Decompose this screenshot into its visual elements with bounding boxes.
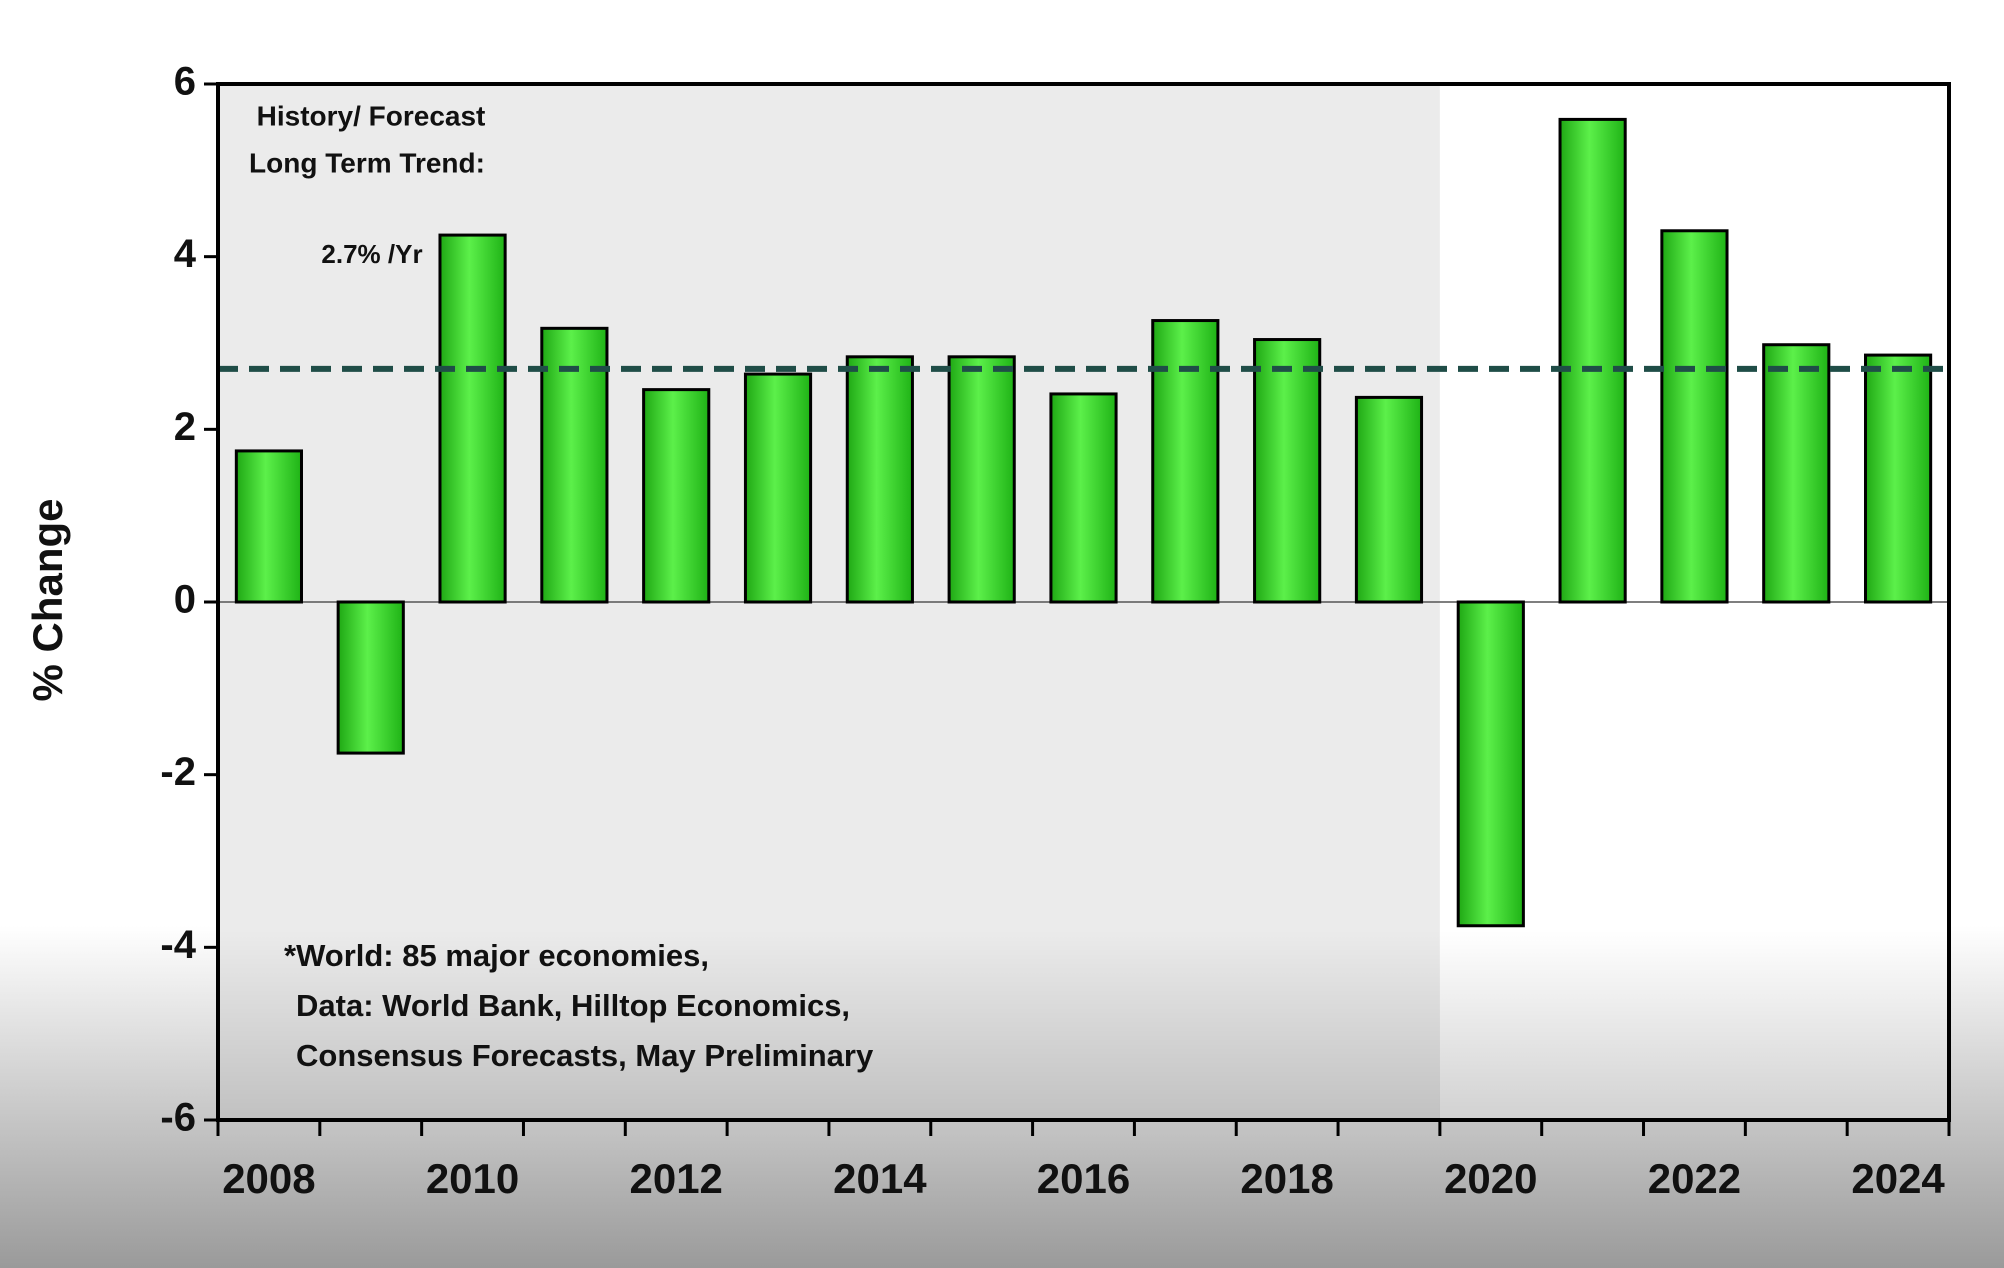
- footnote: Data: World Bank, Hilltop Economics,: [296, 988, 850, 1023]
- bar: [1762, 343, 1831, 604]
- bar: [438, 233, 507, 604]
- bar: [540, 326, 609, 604]
- x-tick-label: 2024: [1851, 1155, 1945, 1202]
- x-tick-label: 2022: [1648, 1155, 1741, 1202]
- bar: [1864, 353, 1933, 604]
- y-tick-label: -4: [160, 923, 196, 967]
- y-tick-label: 0: [174, 578, 196, 622]
- y-tick-label: -6: [160, 1096, 196, 1140]
- y-axis-label: % Change: [24, 498, 71, 701]
- bar: [743, 372, 813, 604]
- x-tick-label: 2008: [222, 1155, 315, 1202]
- bar: [1049, 392, 1118, 604]
- y-tick-label: 4: [174, 232, 197, 276]
- x-tick-label: 2012: [629, 1155, 722, 1202]
- bottom-shade: [218, 930, 1949, 1120]
- bar: [336, 600, 405, 755]
- bar: [1558, 117, 1627, 604]
- x-tick-label: 2018: [1240, 1155, 1333, 1202]
- bar: [234, 449, 303, 604]
- bar: [1151, 319, 1220, 604]
- x-tick-label: 2016: [1037, 1155, 1130, 1202]
- x-tick-label: 2020: [1444, 1155, 1537, 1202]
- bar: [1253, 338, 1322, 604]
- bar: [947, 355, 1016, 604]
- bar: [845, 355, 914, 604]
- footnote: Consensus Forecasts, May Preliminary: [296, 1038, 874, 1073]
- annotation: 2.7% /Yr: [321, 239, 422, 269]
- bar: [642, 388, 711, 604]
- bar: [1660, 229, 1729, 604]
- y-tick-label: -2: [160, 750, 196, 794]
- x-tick-label: 2014: [833, 1155, 927, 1202]
- plot-frame: [216, 82, 1951, 1122]
- annotation: Long Term Trend:: [249, 147, 485, 178]
- x-tick-label: 2010: [426, 1155, 519, 1202]
- y-tick-label: 2: [174, 405, 196, 449]
- footnote: *World: 85 major economies,: [284, 938, 709, 973]
- annotation: History/ Forecast: [257, 100, 486, 131]
- bar: [1354, 395, 1424, 604]
- bar: [1456, 600, 1525, 928]
- y-tick-label: 6: [174, 60, 196, 104]
